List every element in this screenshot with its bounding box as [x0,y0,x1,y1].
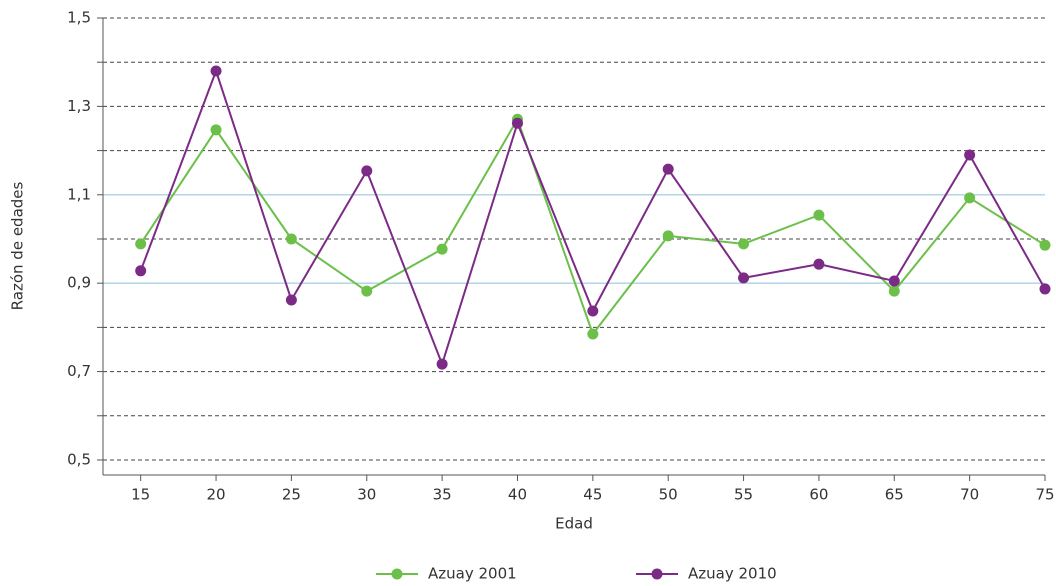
legend-marker [391,568,403,580]
x-tick-label: 30 [357,486,376,504]
data-point [964,149,976,161]
y-axis-label: Razón de edades [9,182,27,311]
y-tick-label: 1,1 [67,185,91,203]
x-tick-label: 75 [1035,486,1054,504]
data-point [361,285,373,297]
y-tick-label: 0,9 [67,274,91,292]
x-axis-label: Edad [555,515,593,533]
x-tick-label: 15 [131,486,150,504]
legend-marker [651,568,663,580]
data-point [1039,283,1051,295]
y-tick-label: 1,3 [67,97,91,115]
data-point [738,238,750,250]
data-point [738,272,750,284]
data-point [135,238,147,250]
data-point [964,192,976,204]
x-tick-label: 65 [885,486,904,504]
legend-label: Azuay 2010 [688,565,777,583]
data-point [662,230,674,242]
x-tick-label: 45 [583,486,602,504]
data-point [511,117,523,129]
data-point [813,209,825,221]
x-tick-label: 20 [206,486,225,504]
data-point [587,328,599,340]
data-point [361,165,373,177]
x-tick-label: 35 [433,486,452,504]
y-tick-label: 0,7 [67,362,91,380]
x-tick-label: 70 [960,486,979,504]
x-tick-label: 60 [809,486,828,504]
data-point [587,305,599,317]
data-point [285,294,297,306]
x-tick-label: 50 [659,486,678,504]
data-point [285,233,297,245]
data-point [813,258,825,270]
data-point [888,285,900,297]
y-tick-label: 0,5 [67,450,91,468]
x-tick-label: 55 [734,486,753,504]
data-point [135,265,147,277]
data-point [1039,239,1051,251]
data-point [436,243,448,255]
legend-label: Azuay 2001 [428,565,517,583]
series-line [139,116,1046,337]
data-point [210,65,222,77]
x-tick-label: 25 [282,486,301,504]
data-point [436,358,448,370]
data-point [662,163,674,175]
data-point [210,124,222,136]
data-point [888,275,900,287]
x-tick-label: 40 [508,486,527,504]
y-tick-label: 1,5 [67,9,91,27]
